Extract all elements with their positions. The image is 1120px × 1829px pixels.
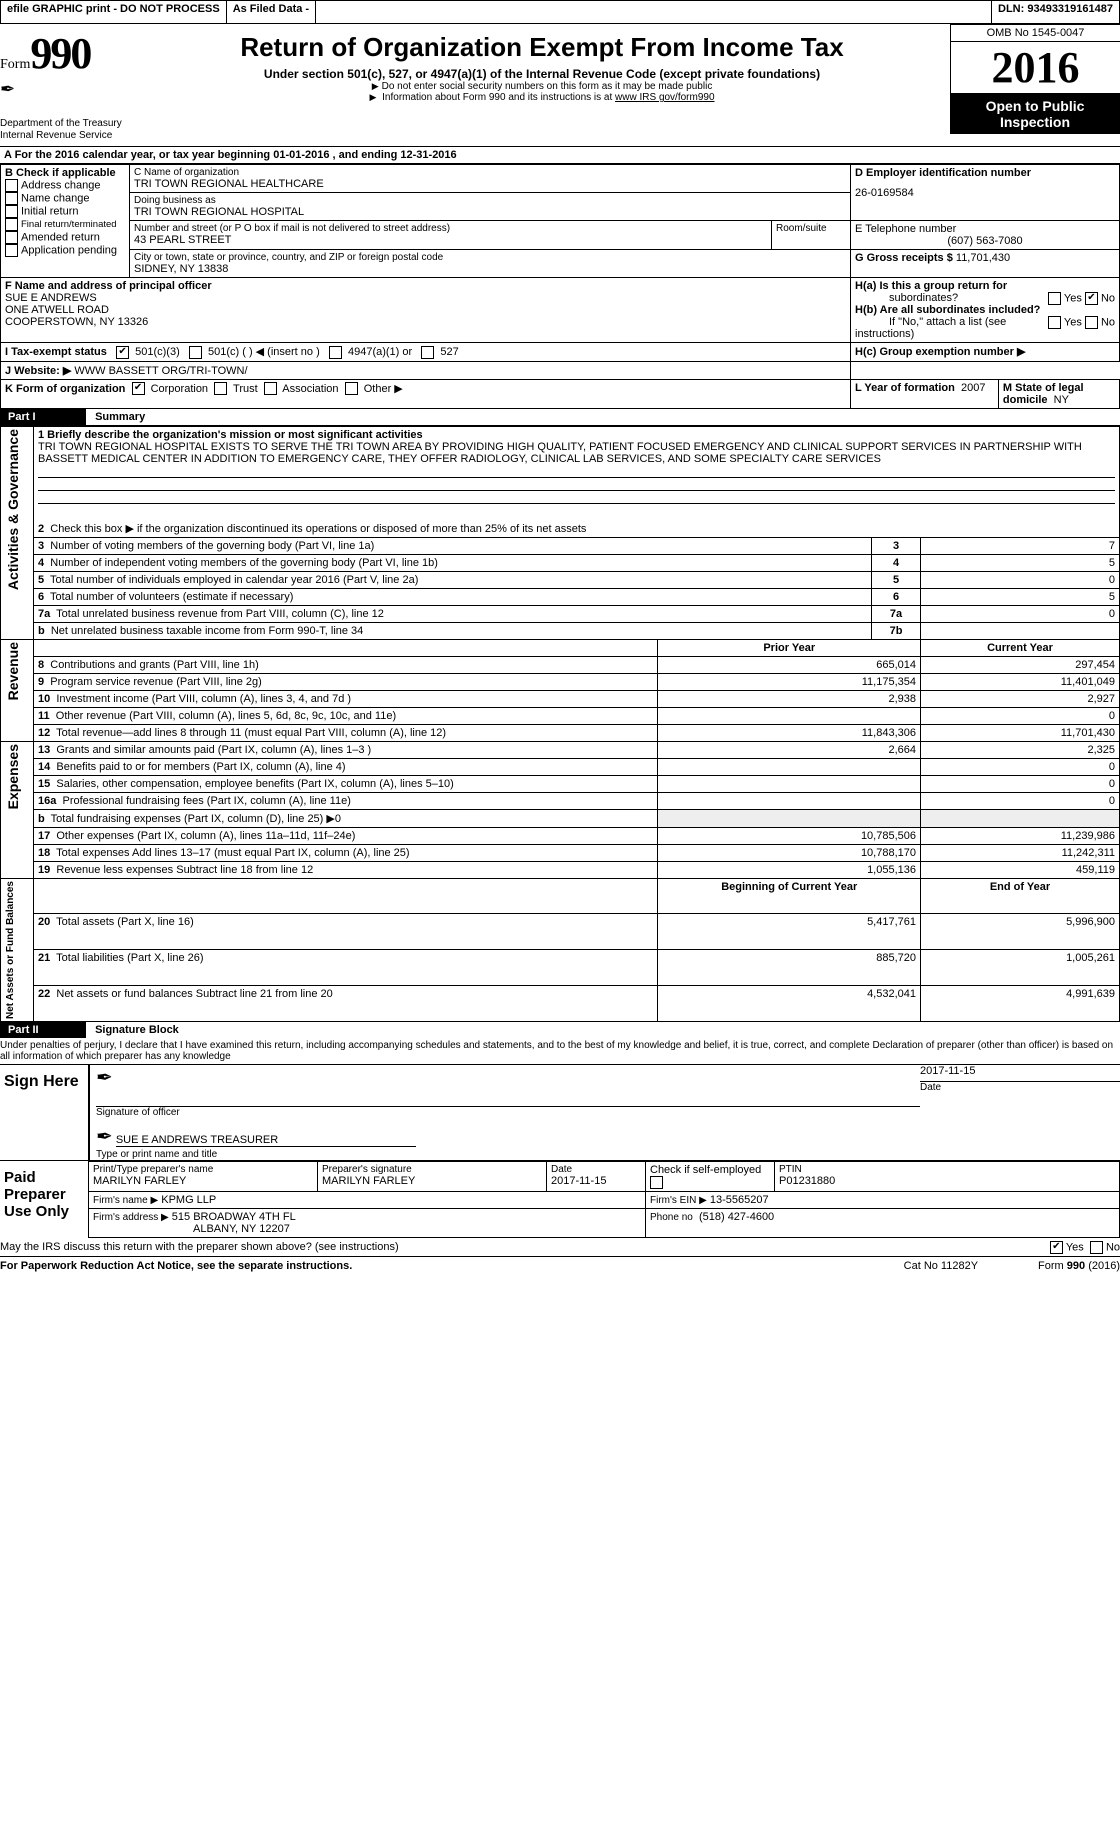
e-label: E Telephone number — [855, 223, 1115, 235]
exp-row: 18 Total expenses Add lines 13–17 (must … — [1, 844, 1120, 861]
perjury-text: Under penalties of perjury, I declare th… — [0, 1038, 1120, 1065]
mission-q: 1 Briefly describe the organization's mi… — [38, 429, 1115, 441]
side-gov: Activities & Governance — [5, 429, 21, 590]
exp-row: 16a Professional fundraising fees (Part … — [1, 792, 1120, 809]
form-header: Form990 ✒ Department of the Treasury Int… — [0, 24, 1120, 146]
rev-row: 8 Contributions and grants (Part VIII, l… — [1, 656, 1120, 673]
top-bar: efile GRAPHIC print - DO NOT PROCESS As … — [0, 0, 1120, 24]
street: 43 PEARL STREET — [134, 234, 767, 246]
form-title: Return of Organization Exempt From Incom… — [142, 32, 942, 63]
treasury-line1: Department of the Treasury — [0, 118, 130, 130]
gov-row: 3 Number of voting members of the govern… — [1, 537, 1120, 554]
net-row: 22 Net assets or fund balances Subtract … — [1, 985, 1120, 1021]
dln: DLN: 93493319161487 — [991, 1, 1119, 23]
officer-name: SUE E ANDREWS — [5, 292, 846, 304]
rev-row: 12 Total revenue—add lines 8 through 11 … — [1, 724, 1120, 741]
room-label: Room/suite — [776, 223, 846, 234]
gov-row: 4 Number of independent voting members o… — [1, 554, 1120, 571]
sign-block: Sign Here ✒ Signature of officer 2017-11… — [0, 1065, 1120, 1161]
treasury-line2: Internal Revenue Service — [0, 130, 130, 142]
row-a: A For the 2016 calendar year, or tax yea… — [0, 146, 1120, 164]
side-exp: Expenses — [5, 744, 21, 809]
gov-row: 6 Total number of volunteers (estimate i… — [1, 588, 1120, 605]
part-i-header: Part I Summary — [0, 409, 1120, 426]
form-number: 990 — [30, 29, 90, 78]
city: SIDNEY, NY 13838 — [134, 263, 846, 275]
gov-row: b Net unrelated business taxable income … — [1, 622, 1120, 639]
org-name: TRI TOWN REGIONAL HEALTHCARE — [134, 178, 846, 190]
website: WWW BASSETT ORG/TRI-TOWN/ — [74, 365, 247, 377]
omb-number: OMB No 1545-0047 — [950, 24, 1120, 42]
net-row: 20 Total assets (Part X, line 16)5,417,7… — [1, 914, 1120, 950]
d-label: D Employer identification number — [855, 167, 1115, 179]
exp-row: 17 Other expenses (Part IX, column (A), … — [1, 827, 1120, 844]
mission-text: TRI TOWN REGIONAL HOSPITAL EXISTS TO SER… — [38, 441, 1115, 465]
city-label: City or town, state or province, country… — [134, 252, 846, 263]
officer-addr2: COOPERSTOWN, NY 13326 — [5, 316, 846, 328]
b-label: B Check if applicable — [5, 167, 125, 179]
tax-year: 2016 — [950, 42, 1120, 94]
officer-sig-name: SUE E ANDREWS TREASURER — [116, 1134, 416, 1147]
exp-row: 15 Salaries, other compensation, employe… — [1, 775, 1120, 792]
rev-row: 9 Program service revenue (Part VIII, li… — [1, 673, 1120, 690]
exp-row: 19 Revenue less expenses Subtract line 1… — [1, 861, 1120, 878]
sign-here-label: Sign Here — [0, 1065, 88, 1160]
street-label: Number and street (or P O box if mail is… — [134, 223, 767, 234]
note-ssn: Do not enter social security numbers on … — [142, 81, 942, 92]
open-inspection: Open to Public Inspection — [950, 94, 1120, 134]
rev-row: 11 Other revenue (Part VIII, column (A),… — [1, 707, 1120, 724]
entity-block: B Check if applicable Address change Nam… — [0, 164, 1120, 409]
exp-row: b Total fundraising expenses (Part IX, c… — [1, 809, 1120, 827]
gross-receipts: 11,701,430 — [956, 252, 1010, 264]
ein: 26-0169584 — [855, 187, 1115, 199]
part-ii-header: Part II Signature Block — [0, 1022, 1120, 1038]
gov-row: 5 Total number of individuals employed i… — [1, 571, 1120, 588]
footer-row: For Paperwork Reduction Act Notice, see … — [0, 1257, 1120, 1275]
phone: (607) 563-7080 — [855, 235, 1115, 247]
asfiled-label: As Filed Data - — [227, 1, 316, 23]
rev-row: 10 Investment income (Part VIII, column … — [1, 690, 1120, 707]
form-word: Form — [0, 57, 30, 72]
paid-label: Paid Preparer Use Only — [0, 1161, 88, 1238]
form-subtitle: Under section 501(c), 527, or 4947(a)(1)… — [142, 67, 942, 81]
exp-row: 14 Benefits paid to or for members (Part… — [1, 758, 1120, 775]
officer-addr1: ONE ATWELL ROAD — [5, 304, 846, 316]
net-row: 21 Total liabilities (Part X, line 26)88… — [1, 950, 1120, 986]
dba: TRI TOWN REGIONAL HOSPITAL — [134, 206, 846, 218]
discuss-row: May the IRS discuss this return with the… — [0, 1238, 1120, 1257]
note-info: Information about Form 990 and its instr… — [142, 92, 942, 103]
summary-table: Activities & Governance 1 Briefly descri… — [0, 426, 1120, 1022]
side-rev: Revenue — [5, 642, 21, 700]
c-name-label: C Name of organization — [134, 167, 846, 178]
paid-preparer-block: Paid Preparer Use Only Print/Type prepar… — [0, 1161, 1120, 1238]
side-net: Net Assets or Fund Balances — [5, 881, 16, 1019]
f-label: F Name and address of principal officer — [5, 280, 846, 292]
dba-label: Doing business as — [134, 195, 846, 206]
efile-label: efile GRAPHIC print - DO NOT PROCESS — [1, 1, 227, 23]
gov-row: 7a Total unrelated business revenue from… — [1, 605, 1120, 622]
